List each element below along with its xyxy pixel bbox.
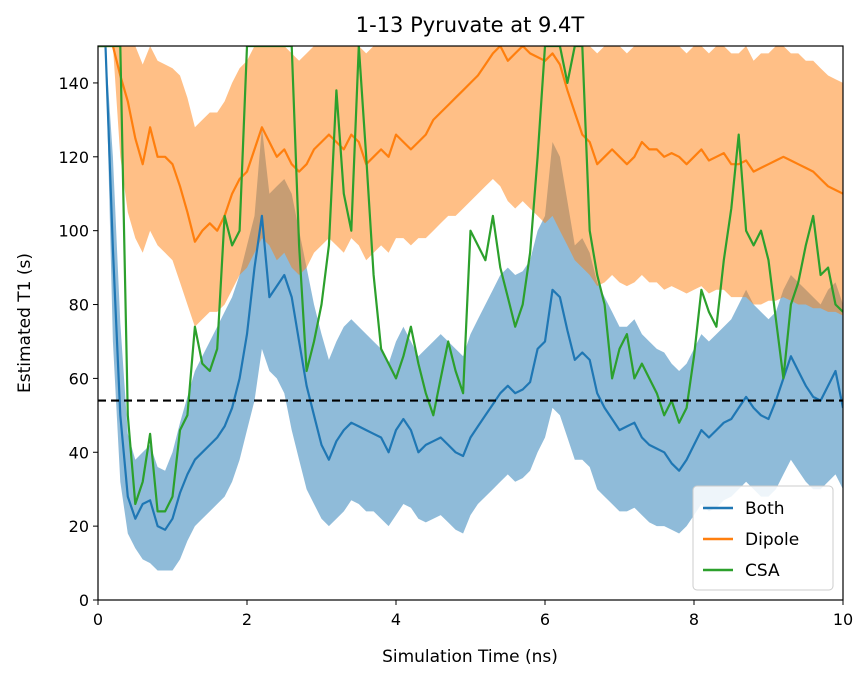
plot-area bbox=[98, 46, 843, 571]
x-tick-label: 6 bbox=[540, 610, 550, 629]
legend-label-dipole: Dipole bbox=[745, 530, 799, 550]
y-tick-label: 120 bbox=[58, 148, 89, 167]
legend-box bbox=[692, 485, 834, 591]
y-tick-label: 20 bbox=[69, 517, 89, 536]
x-tick-label: 0 bbox=[93, 610, 103, 629]
y-tick-label: 100 bbox=[58, 222, 89, 241]
y-axis-label: Estimated T1 (s) bbox=[15, 253, 35, 393]
y-tick-label: 0 bbox=[79, 591, 89, 610]
x-tick-label: 8 bbox=[689, 610, 699, 629]
x-tick-label: 2 bbox=[242, 610, 252, 629]
legend: Both Dipole CSA bbox=[692, 485, 834, 591]
band-dipole bbox=[98, 46, 843, 327]
legend-label-both: Both bbox=[745, 499, 785, 519]
y-tick-label: 60 bbox=[69, 369, 89, 388]
series-line-both bbox=[98, 46, 843, 531]
series-line-dipole bbox=[98, 46, 843, 243]
plot-frame bbox=[97, 45, 844, 601]
y-tick-label: 80 bbox=[69, 296, 89, 315]
chart-title: 1-13 Pyruvate at 9.4T bbox=[356, 13, 585, 37]
x-tick-label: 4 bbox=[391, 610, 401, 629]
band-both bbox=[98, 46, 843, 571]
y-tick-label: 140 bbox=[58, 74, 89, 93]
y-axis: 0 20 40 60 80 100 120 140 bbox=[58, 74, 98, 610]
x-tick-label: 10 bbox=[833, 610, 853, 629]
x-axis-label: Simulation Time (ns) bbox=[382, 647, 558, 667]
x-axis: 0 2 4 6 8 10 bbox=[93, 600, 853, 629]
y-tick-label: 40 bbox=[69, 443, 89, 462]
series-line-csa bbox=[98, 46, 843, 513]
legend-label-csa: CSA bbox=[745, 561, 780, 581]
